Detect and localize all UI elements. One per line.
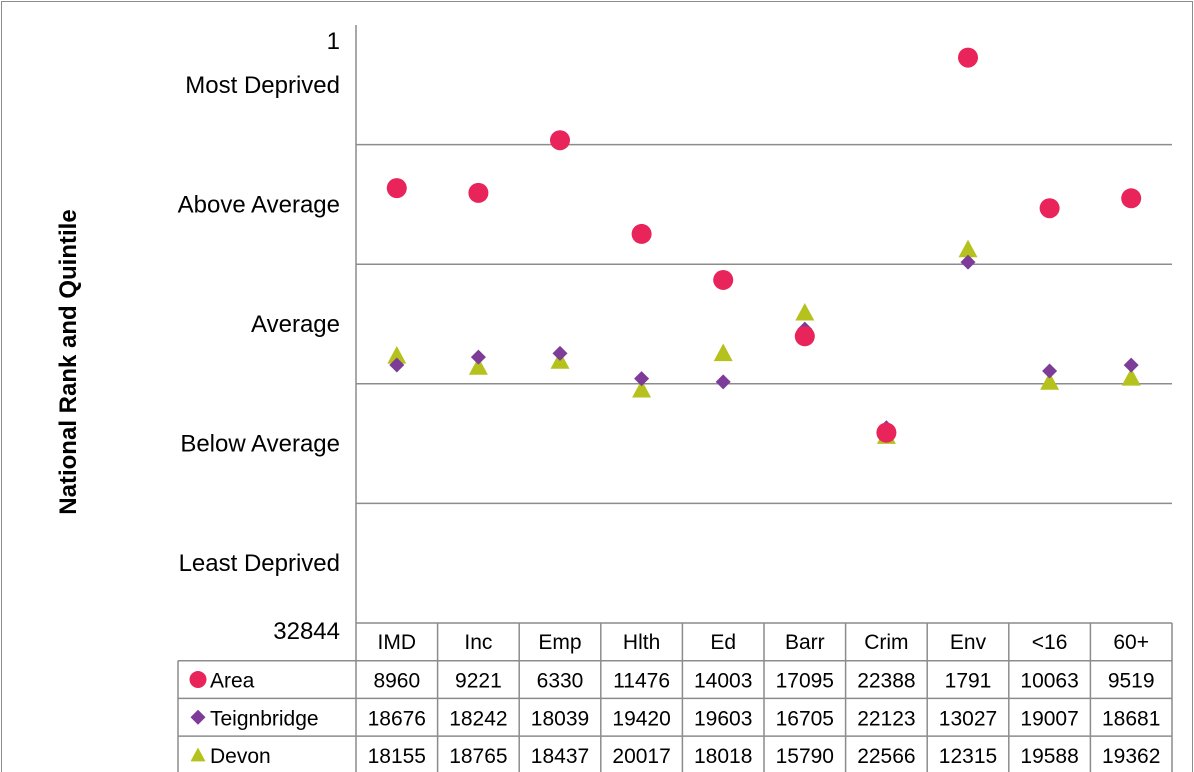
legend-label: Devon: [210, 745, 271, 768]
table-cell: 22123: [857, 707, 915, 730]
point-devon: [1121, 368, 1141, 386]
category-label: Barr: [785, 631, 825, 654]
data-table: IMD Inc Emp Hlth Ed Barr Crim Env <16 60+ Area 8960…: [177, 622, 1173, 772]
table-cell: 18039: [531, 707, 589, 730]
table-cell: 13027: [939, 707, 997, 730]
point-teignbridge: [1123, 357, 1139, 373]
point-teignbridge: [960, 254, 976, 270]
legend-label: Area: [210, 670, 255, 693]
table-cell: 10063: [1020, 670, 1078, 693]
table-cell: 17095: [776, 670, 834, 693]
table-cell: 19588: [1020, 745, 1078, 768]
table-cell: 19007: [1020, 707, 1078, 730]
point-area: [713, 269, 734, 290]
table-cell: 18437: [531, 745, 589, 768]
y-tick-labels: 1 32844: [273, 28, 340, 645]
quintile-label: Average: [251, 311, 340, 338]
table-cell: 8960: [373, 670, 420, 693]
category-label: Env: [950, 631, 987, 654]
table-cell: 19420: [612, 707, 670, 730]
quintile-label: Above Average: [178, 191, 340, 218]
point-area: [876, 422, 897, 443]
category-label: Hlth: [623, 631, 660, 654]
point-teignbridge: [634, 371, 650, 387]
point-teignbridge: [1042, 363, 1058, 379]
quintile-label: Below Average: [180, 431, 340, 458]
table-cell: 19603: [694, 707, 752, 730]
table-cell: 22566: [857, 745, 915, 768]
y-axis-title: National Rank and Quintile: [55, 209, 82, 514]
legend-key-diamond: [190, 709, 206, 725]
point-teignbridge: [389, 357, 405, 373]
table-cell: 18018: [694, 745, 752, 768]
point-devon: [1040, 372, 1060, 390]
legend-key-circle: [189, 671, 207, 689]
category-label: Emp: [538, 631, 581, 654]
point-devon: [958, 239, 978, 258]
data-marks: [386, 47, 1142, 444]
table-cell: 12315: [939, 745, 997, 768]
point-devon: [387, 346, 407, 364]
category-label: Crim: [864, 631, 908, 654]
category-label: Ed: [710, 631, 736, 654]
quintile-label: Least Deprived: [179, 550, 340, 577]
point-devon: [713, 343, 733, 362]
table-cell: 15790: [776, 745, 834, 768]
point-area: [1121, 188, 1142, 209]
table-cell: 1791: [945, 670, 992, 693]
legend-key-triangle: [190, 747, 206, 762]
point-area: [958, 47, 978, 68]
table-cell: 14003: [694, 670, 752, 693]
point-area: [631, 223, 652, 244]
point-area: [1039, 198, 1060, 219]
point-teignbridge: [715, 374, 731, 390]
point-teignbridge: [552, 345, 568, 361]
table-cell: 18242: [449, 707, 507, 730]
table-cell: 16705: [776, 707, 834, 730]
legend-label: Teignbridge: [210, 707, 319, 730]
point-devon: [468, 357, 488, 375]
table-cell: 18155: [368, 745, 426, 768]
table-cell: 6330: [537, 670, 584, 693]
table-cell: 18676: [368, 707, 426, 730]
table-cell: 18765: [449, 745, 507, 768]
category-label: 60+: [1113, 631, 1149, 654]
table-cell: 18681: [1102, 707, 1160, 730]
quintile-gridlines: [355, 25, 1172, 623]
y-tick-label: 1: [327, 28, 340, 55]
quintile-labels: Most Deprived Above Average Average Below A…: [178, 72, 340, 577]
table-cell: 9519: [1108, 670, 1155, 693]
category-label: <16: [1032, 631, 1068, 654]
quintile-label: Most Deprived: [185, 72, 340, 99]
y-tick-label: 32844: [273, 618, 340, 645]
point-devon: [795, 302, 815, 321]
table-cell: 9221: [455, 670, 502, 693]
category-label: IMD: [378, 631, 417, 654]
point-teignbridge: [470, 349, 486, 365]
point-area: [550, 130, 570, 151]
point-area: [794, 326, 815, 347]
table-cell: 20017: [612, 745, 670, 768]
table-cell: 22388: [857, 670, 915, 693]
table-cell: 19362: [1102, 745, 1160, 768]
table-cell: 11476: [613, 670, 670, 693]
category-label: Inc: [464, 631, 492, 654]
point-area: [468, 182, 489, 203]
point-area: [386, 178, 407, 199]
point-devon: [632, 379, 652, 398]
